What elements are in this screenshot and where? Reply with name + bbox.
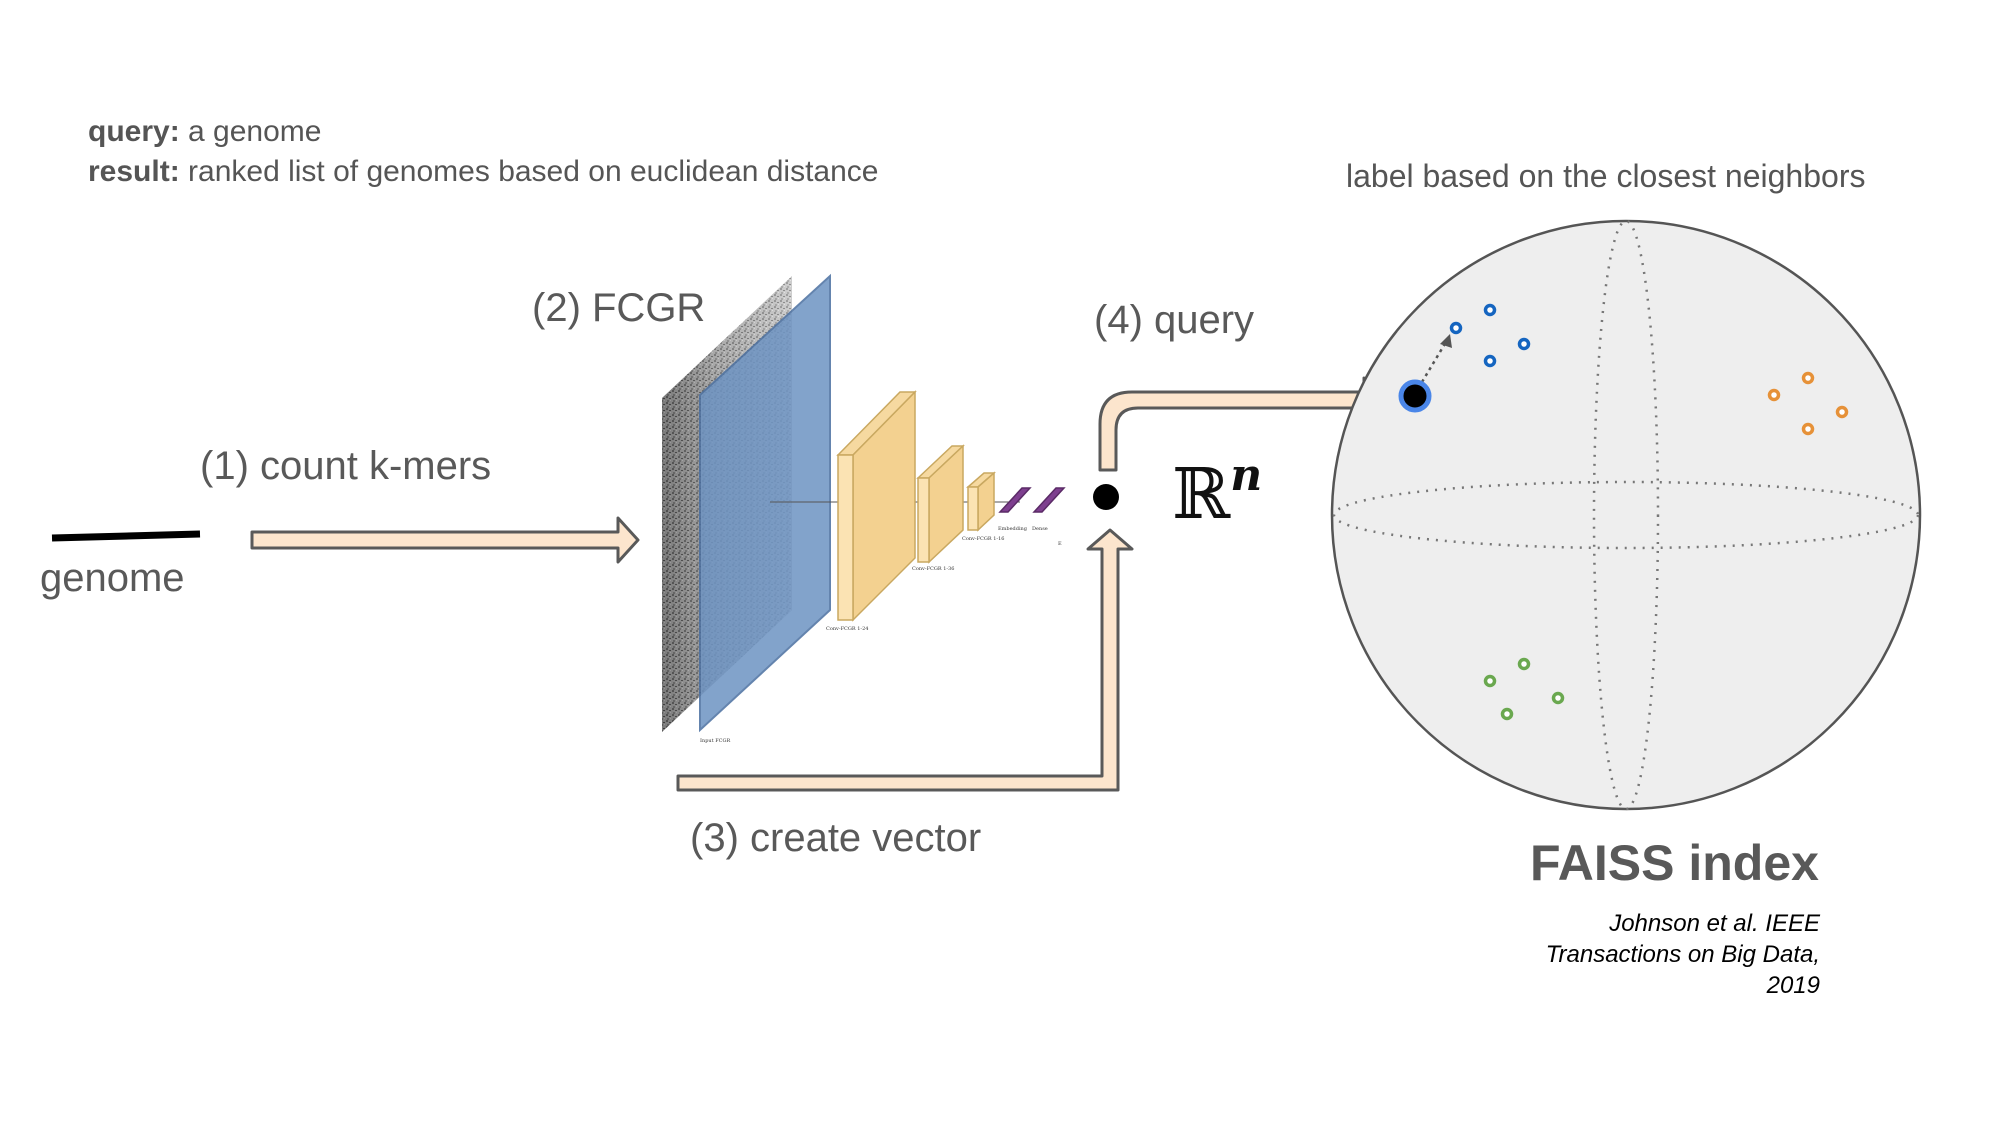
conv-block-2 [916, 444, 965, 564]
result-label: result: [88, 155, 180, 188]
neighbor-link-head [1440, 334, 1452, 348]
dense-caption: Dense [1032, 526, 1048, 532]
vector-space-r: ℝ [1172, 453, 1231, 535]
genome-label: genome [40, 556, 185, 600]
vector-space-symbol: ℝn [1172, 450, 1262, 535]
count-kmers-arrow [250, 516, 640, 564]
vector-point [1093, 484, 1119, 510]
embedding-caption: Embedding [998, 526, 1028, 532]
step-query: (4) query [1094, 298, 1255, 342]
result-line: result: ranked list of genomes based on … [88, 152, 878, 192]
e-caption: E [1058, 541, 1062, 547]
conv1-caption: Conv-FCGR 1-24 [826, 626, 868, 632]
sphere-caption: label based on the closest neighbors [1346, 158, 1866, 194]
query-point [1398, 379, 1432, 413]
conv-block-1 [836, 390, 917, 622]
dense-block [1032, 487, 1066, 513]
input-fcgr-plane [699, 273, 831, 733]
genome-line [51, 530, 201, 542]
query-text: a genome [179, 115, 322, 148]
vector-space-exponent: n [1230, 450, 1263, 501]
query-line: query: a genome [88, 112, 321, 152]
result-text: ranked list of genomes based on euclidea… [179, 155, 879, 188]
conv3-caption: Conv-FCGR 1-16 [962, 536, 1004, 542]
faiss-sphere [1330, 219, 1922, 811]
step-fcgr: (2) FCGR [532, 286, 706, 330]
query-label: query: [88, 115, 180, 148]
orange-cluster [1767, 371, 1849, 436]
conv2-caption: Conv-FCGR 1-36 [912, 566, 954, 572]
input-fcgr-caption: Input FCGR [700, 738, 731, 744]
step-create-vector: (3) create vector [690, 816, 982, 860]
neighbor-link [1420, 341, 1448, 383]
conv-block-3 [966, 471, 996, 532]
step-count-kmers: (1) count k-mers [200, 444, 492, 488]
embedding-block [998, 487, 1032, 513]
create-vector-arrow [676, 528, 1134, 792]
faiss-title: FAISS index [1530, 835, 1819, 891]
faiss-citation: Johnson et al. IEEE Transactions on Big … [1545, 910, 1820, 999]
green-cluster [1483, 657, 1565, 721]
blue-cluster [1449, 303, 1531, 368]
